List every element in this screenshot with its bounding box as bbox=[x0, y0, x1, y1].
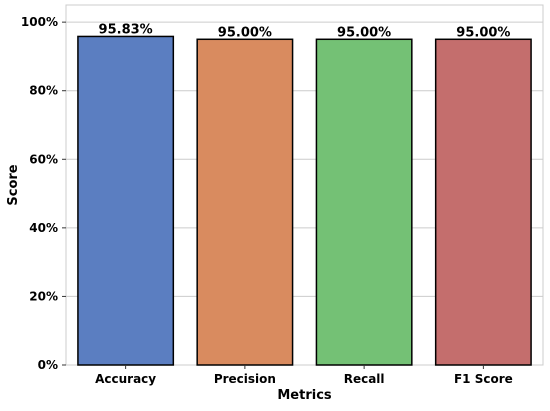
data-label: 95.00% bbox=[456, 25, 510, 40]
y-axis-ticks: 0% 20% 40% 60% 80% 100% bbox=[21, 15, 66, 372]
x-tick-label: Recall bbox=[344, 372, 385, 386]
data-labels: 95.83% 95.00% 95.00% 95.00% bbox=[99, 22, 511, 40]
x-axis-ticks: Accuracy Precision Recall F1 Score bbox=[95, 365, 513, 386]
y-tick-label: 40% bbox=[29, 221, 58, 235]
x-tick-label: Accuracy bbox=[95, 372, 156, 386]
x-tick-label: F1 Score bbox=[454, 372, 513, 386]
data-label: 95.00% bbox=[218, 25, 272, 40]
plot-frame bbox=[65, 4, 544, 366]
y-tick-label: 80% bbox=[29, 84, 58, 98]
data-label: 95.83% bbox=[99, 22, 153, 37]
x-tick-label: Precision bbox=[214, 372, 276, 386]
y-tick-label: 0% bbox=[38, 358, 58, 372]
y-tick-label: 20% bbox=[29, 289, 58, 303]
bar-recall bbox=[315, 38, 413, 366]
bars bbox=[77, 35, 532, 366]
data-label: 95.00% bbox=[337, 25, 391, 40]
y-axis-label: Score bbox=[6, 164, 21, 205]
bar-f1-score bbox=[434, 38, 532, 366]
bar-accuracy bbox=[77, 35, 175, 366]
x-axis-label: Metrics bbox=[277, 388, 332, 403]
y-tick-label: 100% bbox=[21, 15, 58, 29]
bar-precision bbox=[196, 38, 294, 366]
y-tick-label: 60% bbox=[29, 152, 58, 166]
